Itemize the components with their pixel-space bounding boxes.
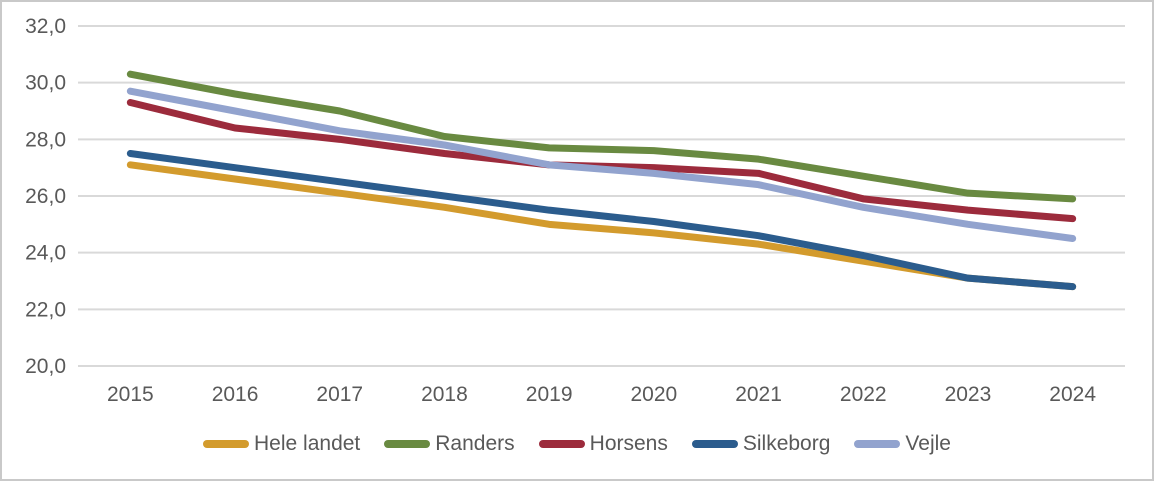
y-axis-tick-label: 30,0 — [25, 72, 66, 95]
legend-label: Vejle — [905, 432, 951, 455]
series-line-randers — [126, 70, 1077, 203]
x-axis-tick-label: 2020 — [630, 383, 677, 406]
legend-marker-icon — [384, 440, 431, 448]
legend-label: Horsens — [589, 432, 668, 455]
x-axis-tick-label: 2015 — [107, 383, 154, 406]
x-axis-tick-label: 2022 — [840, 383, 887, 406]
legend-item-vejle: Vejle — [854, 432, 951, 456]
series-line-vejle — [126, 87, 1077, 242]
x-axis-tick-label: 2024 — [1049, 383, 1096, 406]
x-axis-tick-label: 2017 — [316, 383, 363, 406]
legend-label: Randers — [435, 432, 515, 455]
x-axis-tick-label: 2021 — [735, 383, 782, 406]
y-axis-tick-label: 26,0 — [25, 185, 66, 208]
x-axis-tick-label: 2023 — [945, 383, 992, 406]
y-axis-tick-label: 22,0 — [25, 298, 66, 321]
series-line-silkeborg — [126, 150, 1077, 291]
y-axis-tick-label: 24,0 — [25, 242, 66, 265]
y-axis-tick-label: 28,0 — [25, 128, 66, 151]
legend-marker-icon — [203, 440, 250, 448]
chart-legend: Hele landet Randers Horsens Silkeborg Vejle — [2, 432, 1152, 456]
x-axis-tick-label: 2018 — [421, 383, 468, 406]
legend-marker-icon — [691, 440, 738, 448]
legend-item-hele-landet: Hele landet — [203, 432, 360, 456]
legend-item-horsens: Horsens — [538, 432, 668, 456]
legend-label: Hele landet — [254, 432, 361, 455]
legend-marker-icon — [854, 440, 901, 448]
legend-label: Silkeborg — [742, 432, 831, 455]
y-axis-tick-label: 20,0 — [25, 355, 66, 378]
x-axis-tick-label: 2019 — [526, 383, 573, 406]
legend-marker-icon — [538, 440, 585, 448]
x-axis-tick-label: 2016 — [212, 383, 259, 406]
legend-item-silkeborg: Silkeborg — [691, 432, 831, 456]
y-axis-tick-label: 32,0 — [25, 15, 66, 38]
legend-item-randers: Randers — [384, 432, 515, 456]
